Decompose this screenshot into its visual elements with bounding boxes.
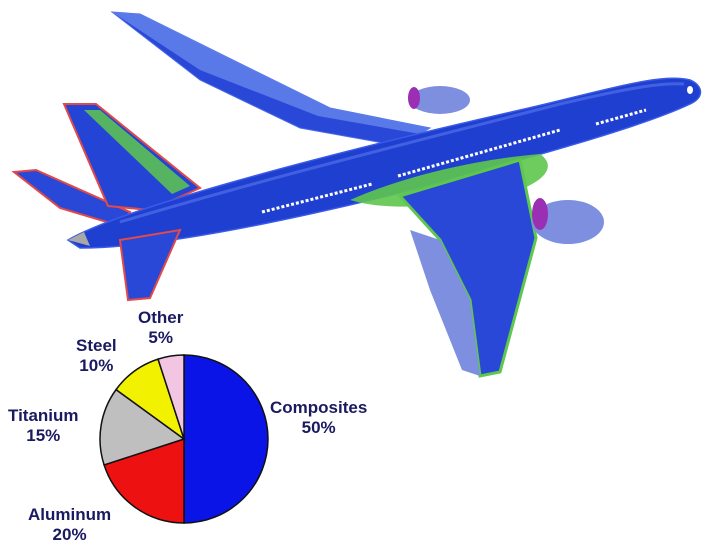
tail-trim bbox=[84, 110, 190, 194]
pie-slice-aluminum bbox=[103, 437, 185, 524]
window-row-front bbox=[397, 128, 561, 178]
upper-wing-trim bbox=[112, 12, 430, 134]
label-aluminum-name: Aluminum bbox=[28, 505, 112, 524]
label-titanium-name: Titanium bbox=[8, 406, 79, 425]
label-aluminum-value: 20% bbox=[52, 525, 87, 544]
cockpit-window bbox=[687, 86, 693, 94]
tail-cone bbox=[68, 232, 90, 246]
label-composites-name: Composites bbox=[270, 398, 368, 417]
pie-slice-titanium bbox=[99, 388, 186, 466]
label-other: Other 5% bbox=[138, 308, 183, 348]
label-steel-name: Steel bbox=[76, 336, 117, 355]
fuselage bbox=[66, 77, 702, 249]
label-composites: Composites 50% bbox=[270, 398, 367, 438]
label-titanium: Titanium 15% bbox=[8, 406, 79, 446]
airplane-illustration bbox=[11, 11, 702, 378]
label-steel: Steel 10% bbox=[76, 336, 117, 376]
lower-wing-flap bbox=[410, 230, 480, 376]
pie-slice-composites bbox=[183, 354, 269, 524]
label-titanium-value: 15% bbox=[26, 426, 61, 445]
right-stabilizer bbox=[118, 228, 182, 302]
fuselage-highlight bbox=[119, 82, 685, 224]
materials-pie-chart bbox=[99, 354, 269, 524]
label-aluminum: Aluminum 20% bbox=[28, 505, 111, 545]
upper-engine-intake bbox=[408, 87, 420, 109]
upper-engine bbox=[410, 86, 470, 114]
label-other-value: 5% bbox=[148, 328, 173, 347]
label-other-name: Other bbox=[138, 308, 184, 327]
label-composites-value: 50% bbox=[301, 418, 336, 437]
pie-slice-other bbox=[157, 354, 185, 440]
lower-engine-intake bbox=[532, 198, 548, 230]
label-steel-value: 10% bbox=[79, 356, 114, 375]
window-row-rear bbox=[261, 182, 373, 214]
window-row-nose bbox=[595, 108, 647, 126]
lower-engine bbox=[532, 200, 604, 244]
